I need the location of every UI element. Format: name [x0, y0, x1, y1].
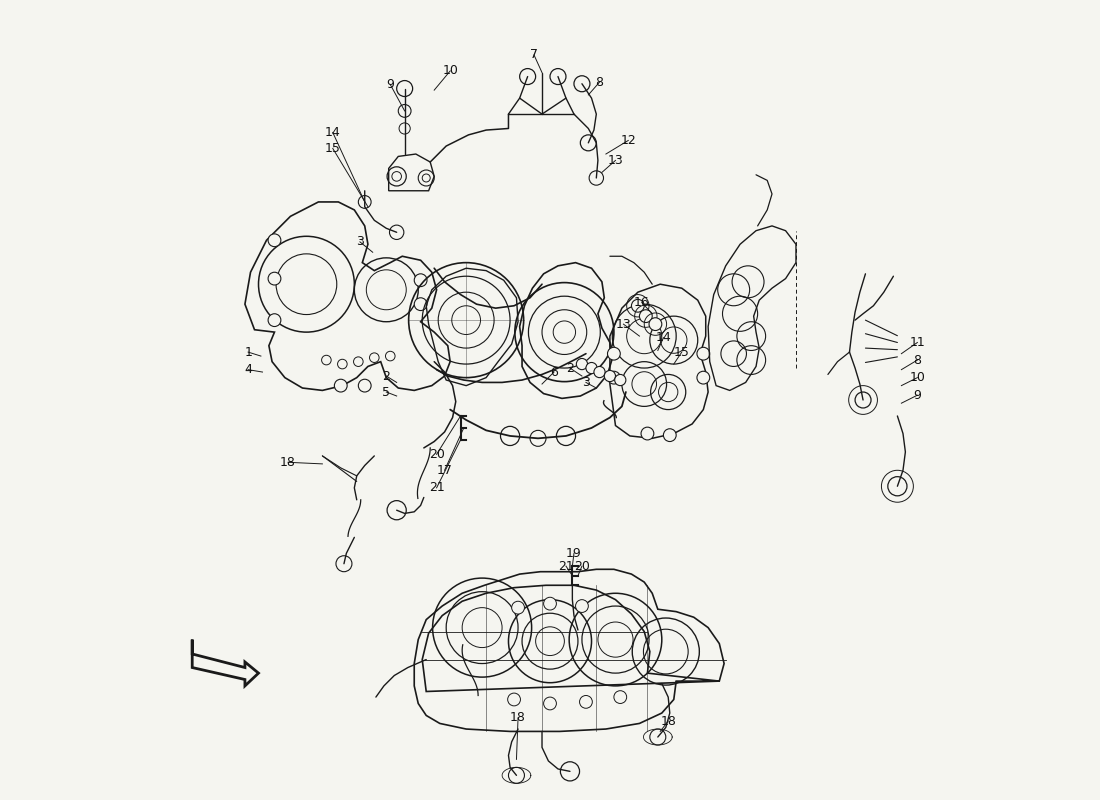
Text: 2: 2: [566, 362, 574, 374]
Circle shape: [543, 697, 557, 710]
Circle shape: [649, 318, 662, 330]
Text: 1: 1: [244, 346, 252, 358]
Circle shape: [268, 234, 280, 246]
Circle shape: [359, 379, 371, 392]
Circle shape: [607, 371, 620, 384]
Text: 7: 7: [530, 49, 538, 62]
Text: 13: 13: [616, 318, 631, 330]
Circle shape: [370, 353, 379, 362]
Text: 16: 16: [634, 296, 650, 309]
Text: 15: 15: [324, 142, 341, 155]
Circle shape: [575, 600, 589, 613]
Circle shape: [607, 347, 620, 360]
Circle shape: [321, 355, 331, 365]
Circle shape: [422, 174, 430, 182]
Circle shape: [641, 427, 653, 440]
Text: 17: 17: [437, 464, 452, 477]
Text: 18: 18: [510, 711, 526, 724]
Circle shape: [614, 690, 627, 703]
Text: 3: 3: [356, 235, 364, 248]
Text: 3: 3: [582, 376, 590, 389]
Circle shape: [268, 314, 280, 326]
Text: 10: 10: [910, 371, 925, 384]
Circle shape: [338, 359, 348, 369]
Circle shape: [697, 347, 710, 360]
Text: 12: 12: [620, 134, 636, 147]
Circle shape: [604, 370, 616, 382]
Text: 21: 21: [429, 482, 444, 494]
Circle shape: [508, 693, 520, 706]
Circle shape: [631, 299, 645, 312]
Circle shape: [594, 366, 605, 378]
Text: 20: 20: [574, 560, 590, 573]
Text: 21: 21: [558, 560, 574, 573]
Text: 19: 19: [566, 547, 582, 560]
Circle shape: [353, 357, 363, 366]
Text: 2: 2: [383, 370, 390, 382]
Circle shape: [576, 358, 587, 370]
Circle shape: [268, 272, 280, 285]
Circle shape: [392, 171, 402, 181]
Text: 18: 18: [280, 456, 296, 469]
Circle shape: [543, 598, 557, 610]
Text: 13: 13: [607, 154, 624, 167]
Text: 4: 4: [244, 363, 252, 376]
Circle shape: [334, 379, 348, 392]
Text: 10: 10: [442, 65, 458, 78]
Text: 8: 8: [595, 76, 604, 89]
Text: 11: 11: [910, 336, 925, 349]
Text: 8: 8: [913, 354, 922, 366]
Text: 9: 9: [913, 389, 922, 402]
Text: 15: 15: [674, 346, 690, 358]
Text: 14: 14: [656, 331, 671, 344]
Circle shape: [580, 695, 592, 708]
Circle shape: [512, 602, 525, 614]
Circle shape: [586, 362, 597, 374]
Text: 9: 9: [386, 78, 394, 91]
Polygon shape: [192, 639, 258, 686]
Circle shape: [385, 351, 395, 361]
Circle shape: [615, 374, 626, 386]
Circle shape: [415, 274, 427, 286]
Text: 20: 20: [429, 448, 444, 461]
Circle shape: [697, 371, 710, 384]
Circle shape: [415, 298, 427, 310]
Text: 6: 6: [550, 366, 558, 378]
Circle shape: [639, 310, 652, 322]
Circle shape: [663, 429, 676, 442]
Text: 14: 14: [324, 126, 341, 139]
Text: 18: 18: [660, 714, 676, 727]
Text: 5: 5: [383, 386, 390, 398]
